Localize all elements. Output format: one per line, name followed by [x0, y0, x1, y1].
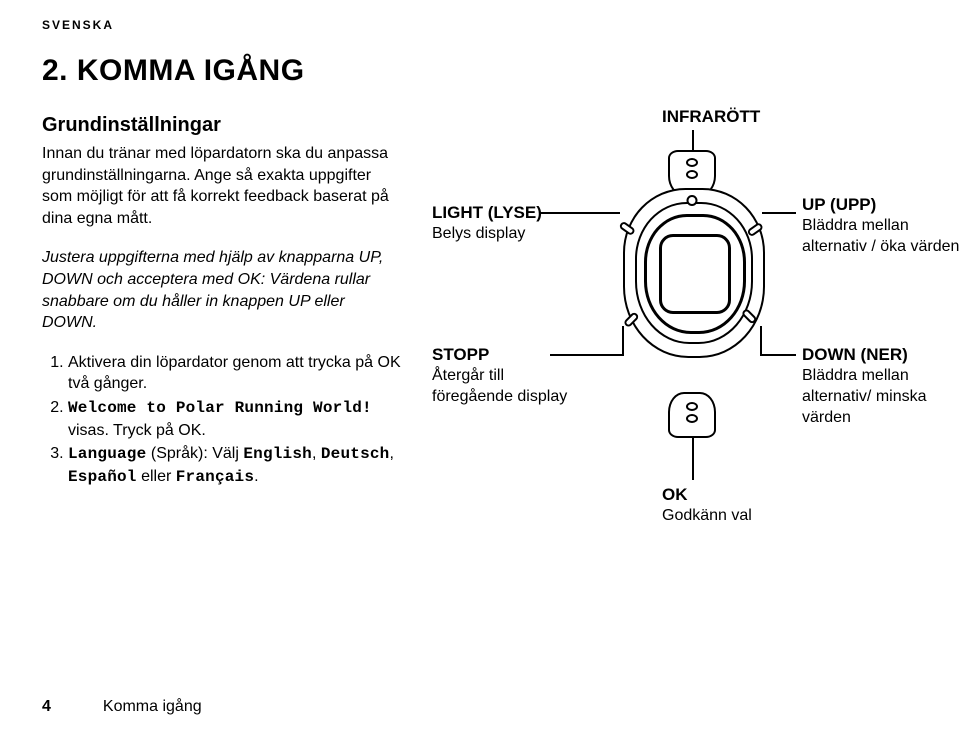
language-tag: SVENSKA [42, 18, 920, 32]
step-3-mid2: , [312, 445, 321, 462]
label-ok-desc: Godkänn val [662, 506, 782, 527]
leader-down-h [762, 354, 796, 356]
step-3-pix2: English [243, 445, 312, 463]
page-footer: 4 Komma igång [42, 698, 202, 716]
step-3: Language (Språk): Välj English, Deutsch,… [68, 443, 402, 488]
band-hole [686, 402, 698, 411]
label-light-desc: Belys display [432, 224, 582, 245]
label-down-desc: Bläddra mellan alternativ/ minska värden [802, 366, 960, 428]
step-3-mid5: . [254, 468, 258, 485]
label-infrarott-title: INFRARÖTT [662, 106, 760, 128]
watch-screen [659, 234, 731, 314]
step-2-post: visas. Tryck på OK. [68, 422, 206, 439]
leader-light [540, 212, 620, 214]
step-2: Welcome to Polar Running World! visas. T… [68, 397, 402, 441]
leader-ok [692, 436, 694, 480]
step-3-pix1: Language [68, 445, 146, 463]
step-3-mid3: , [389, 445, 393, 462]
band-hole [686, 158, 698, 167]
paragraph-2: Justera uppgifterna med hjälp av knappar… [42, 247, 402, 333]
label-light: LIGHT (LYSE) Belys display [432, 202, 582, 245]
step-3-pix5: Français [176, 468, 254, 486]
band-hole [686, 414, 698, 423]
watch-illustration [617, 154, 767, 434]
footer-section: Komma igång [103, 698, 202, 715]
label-stop-desc: Återgår till föregående display [432, 366, 582, 408]
steps-list: Aktivera din löpardator genom att trycka… [42, 352, 402, 489]
leader-up [762, 212, 796, 214]
band-hole [686, 170, 698, 179]
chapter-title: 2. KOMMA IGÅNG [42, 54, 920, 88]
diagram-column: INFRARÖTT LIGHT (LYSE) Belys display UP … [432, 114, 920, 634]
watch-ir-dot [687, 195, 698, 206]
label-up-desc: Bläddra mellan alternativ / öka värden [802, 216, 960, 258]
page-number: 4 [42, 698, 51, 715]
paragraph-1: Innan du tränar med löpardatorn ska du a… [42, 143, 402, 229]
step-3-pix4: Español [68, 468, 137, 486]
subheading: Grundinställningar [42, 114, 402, 137]
label-down: DOWN (NER) Bläddra mellan alternativ/ mi… [802, 344, 960, 428]
label-infrarott: INFRARÖTT [662, 106, 760, 128]
label-up-title: UP (UPP) [802, 194, 960, 216]
step-3-mid1: (Språk): Välj [146, 445, 243, 462]
watch-band-bottom [668, 392, 716, 438]
label-ok-title: OK [662, 484, 782, 506]
leader-stop-h [550, 354, 622, 356]
step-3-mid4: eller [137, 468, 176, 485]
step-3-pix3: Deutsch [321, 445, 390, 463]
step-1: Aktivera din löpardator genom att trycka… [68, 352, 402, 395]
label-up: UP (UPP) Bläddra mellan alternativ / öka… [802, 194, 960, 258]
left-column: Grundinställningar Innan du tränar med l… [42, 114, 402, 634]
label-down-title: DOWN (NER) [802, 344, 960, 366]
label-ok: OK Godkänn val [662, 484, 782, 527]
step-2-pix: Welcome to Polar Running World! [68, 399, 372, 417]
